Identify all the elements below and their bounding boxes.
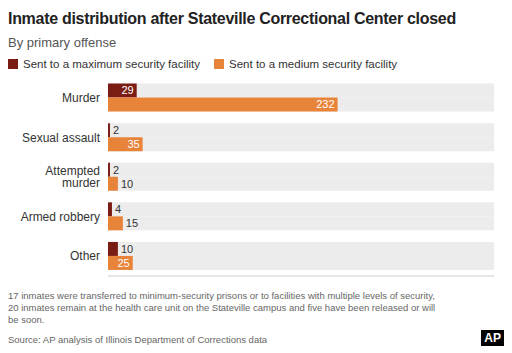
svg-text:2: 2 bbox=[113, 164, 119, 176]
svg-text:Attemptedmurder: Attemptedmurder bbox=[45, 164, 100, 190]
html-text:Sent to a medium security faci: Sent to a medium security facility bbox=[229, 58, 398, 70]
html-text:Inmate distribution after Stat: Inmate distribution after Stateville Cor… bbox=[8, 10, 456, 27]
svg-text:2: 2 bbox=[113, 124, 119, 136]
svg-text:Sexual assault: Sexual assault bbox=[22, 131, 101, 145]
svg-text:232: 232 bbox=[316, 98, 334, 110]
svg-text:35: 35 bbox=[127, 138, 139, 150]
svg-text:15: 15 bbox=[126, 217, 138, 229]
svg-text:25: 25 bbox=[117, 257, 129, 269]
svg-text:Armed robbery: Armed robbery bbox=[21, 210, 100, 224]
html-text:Sent to a maximum security fac: Sent to a maximum security facility bbox=[23, 58, 200, 70]
svg-text:10: 10 bbox=[121, 243, 133, 255]
html-text:17 inmates were transferred to: 17 inmates were transferred to minimum-s… bbox=[8, 290, 436, 325]
html-text:By primary offense: By primary offense bbox=[8, 35, 117, 50]
svg-text:Murder: Murder bbox=[62, 91, 100, 105]
svg-text:4: 4 bbox=[115, 203, 121, 215]
svg-text:Other: Other bbox=[70, 249, 100, 263]
html-text:Source: AP analysis of Illinoi: Source: AP analysis of Illinois Departme… bbox=[8, 334, 268, 345]
svg-text:29: 29 bbox=[121, 84, 133, 96]
html-text:AP: AP bbox=[484, 331, 501, 345]
svg-text:10: 10 bbox=[121, 178, 133, 190]
